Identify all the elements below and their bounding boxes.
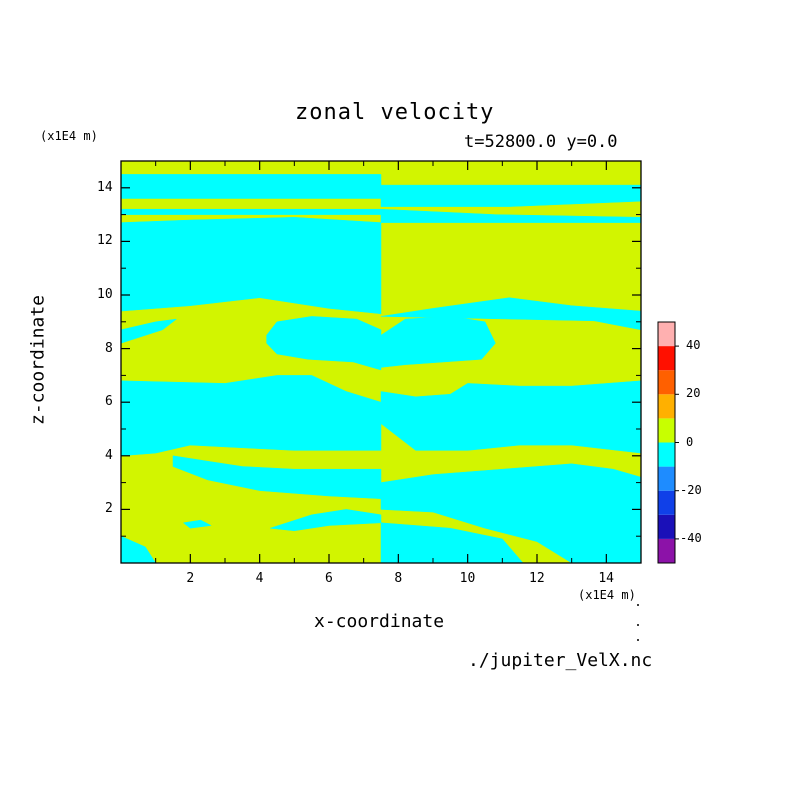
colorbar-swatch <box>658 322 675 347</box>
colorbar-tick-label: 20 <box>686 386 701 401</box>
negative-velocity-region-1 <box>120 208 382 215</box>
y-tick-label: 14 <box>97 179 113 195</box>
negative-velocity-region-2 <box>380 184 642 207</box>
x-tick-label: 8 <box>394 571 403 586</box>
x-tick-label: 4 <box>255 571 264 586</box>
negative-velocity-region-9 <box>120 375 382 457</box>
y-tick-label: 8 <box>105 340 113 356</box>
negative-velocity-region-7 <box>266 316 382 371</box>
colorbar-swatch <box>658 538 675 563</box>
x-axis-label: x-coordinate <box>314 611 445 632</box>
y-tick-label: 12 <box>97 233 113 249</box>
marker-dot <box>637 624 639 626</box>
colorbar-swatch <box>658 466 675 491</box>
colorbar-tick-label: -40 <box>680 530 702 545</box>
negative-velocity-region-14 <box>183 519 212 529</box>
z-unit-label: (x1E4 m) <box>40 129 98 143</box>
y-tick-label: 10 <box>97 287 113 302</box>
negative-velocity-region-0 <box>120 174 382 199</box>
x-tick-label: 2 <box>186 571 195 586</box>
negative-velocity-region-13 <box>269 509 382 532</box>
y-tick-label: 2 <box>105 501 113 517</box>
y-tick-label: 4 <box>105 447 113 463</box>
colorbar-swatch <box>658 514 675 539</box>
marker-dot <box>637 604 639 606</box>
x-tick-label: 6 <box>325 571 333 586</box>
colorbar-tick-label: 0 <box>686 434 694 449</box>
x-unit-label: (x1E4 m) <box>578 588 636 602</box>
colorbar-swatch <box>658 346 675 371</box>
colorbar-swatch <box>658 394 675 419</box>
chart-title: zonal velocity <box>295 100 495 125</box>
negative-velocity-region-17 <box>567 522 604 529</box>
negative-velocity-region-4 <box>120 217 382 315</box>
chart-subtitle: t=52800.0 y=0.0 <box>464 132 618 152</box>
colorbar-swatch <box>658 442 675 467</box>
plot-frame <box>120 160 642 564</box>
colorbar-swatch <box>658 490 675 515</box>
colorbar-tick-label: 40 <box>686 338 701 353</box>
colorbar-tick-label: -20 <box>680 482 702 497</box>
marker-dot <box>637 639 639 641</box>
x-tick-label: 12 <box>529 571 545 586</box>
colorbar-swatch <box>658 370 675 395</box>
source-file-label: ./jupiter_VelX.nc <box>468 650 653 671</box>
x-tick-label: 10 <box>459 571 476 586</box>
colorbar-swatch <box>658 418 675 443</box>
y-tick-label: 6 <box>105 394 113 410</box>
x-tick-label: 14 <box>598 571 614 586</box>
negative-velocity-region-8 <box>380 316 496 368</box>
